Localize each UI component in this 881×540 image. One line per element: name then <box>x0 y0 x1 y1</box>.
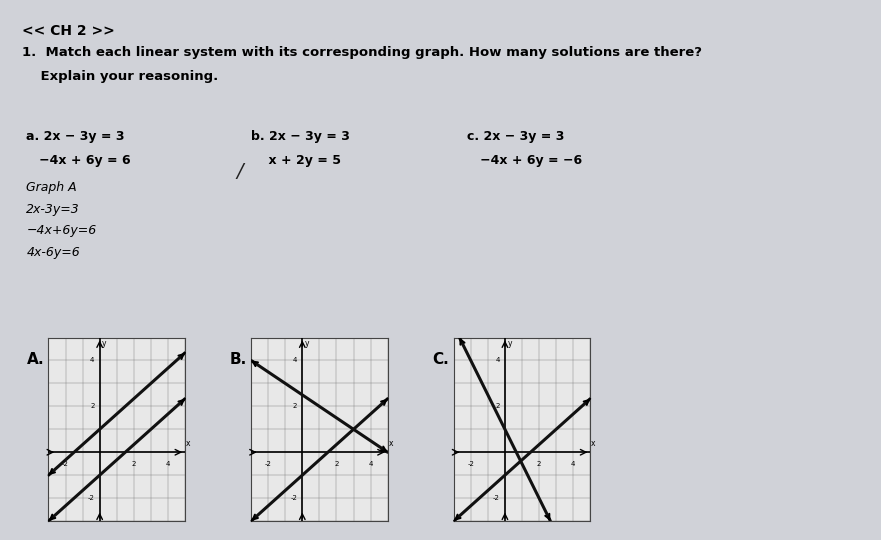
Text: 4: 4 <box>292 357 297 363</box>
Text: −4x+6y=6: −4x+6y=6 <box>26 224 97 237</box>
Text: y: y <box>305 339 309 348</box>
Text: a. 2x − 3y = 3: a. 2x − 3y = 3 <box>26 130 125 143</box>
Text: x: x <box>389 439 393 448</box>
Text: Explain your reasoning.: Explain your reasoning. <box>22 70 218 83</box>
Text: -2: -2 <box>493 495 500 501</box>
Text: 2x-3y=3: 2x-3y=3 <box>26 202 80 215</box>
Text: b. 2x − 3y = 3: b. 2x − 3y = 3 <box>251 130 350 143</box>
Text: 4: 4 <box>571 461 575 468</box>
Text: -2: -2 <box>88 495 94 501</box>
Text: 2: 2 <box>131 461 136 468</box>
Text: −4x + 6y = −6: −4x + 6y = −6 <box>467 154 582 167</box>
Text: x: x <box>186 439 190 448</box>
Text: -2: -2 <box>62 461 69 468</box>
Text: c. 2x − 3y = 3: c. 2x − 3y = 3 <box>467 130 565 143</box>
Text: 2: 2 <box>90 403 94 409</box>
Text: 4x-6y=6: 4x-6y=6 <box>26 246 80 259</box>
Text: −4x + 6y = 6: −4x + 6y = 6 <box>26 154 131 167</box>
Text: << CH 2 >>: << CH 2 >> <box>22 24 115 38</box>
Text: 2: 2 <box>292 403 297 409</box>
Text: 4: 4 <box>495 357 500 363</box>
Text: -2: -2 <box>291 495 297 501</box>
Text: 4: 4 <box>166 461 170 468</box>
Text: y: y <box>507 339 512 348</box>
Text: 1.  Match each linear system with its corresponding graph. How many solutions ar: 1. Match each linear system with its cor… <box>22 46 702 59</box>
Text: B.: B. <box>229 352 247 367</box>
Text: y: y <box>102 339 107 348</box>
Text: 2: 2 <box>495 403 500 409</box>
Text: C.: C. <box>433 352 449 367</box>
Text: x + 2y = 5: x + 2y = 5 <box>251 154 341 167</box>
Text: A.: A. <box>26 352 44 367</box>
Text: 2: 2 <box>334 461 338 468</box>
Text: /: / <box>236 162 243 181</box>
Text: 4: 4 <box>90 357 94 363</box>
Text: Graph A: Graph A <box>26 181 77 194</box>
Text: 4: 4 <box>368 461 373 468</box>
Text: -2: -2 <box>264 461 271 468</box>
Text: x: x <box>591 439 596 448</box>
Text: -2: -2 <box>467 461 474 468</box>
Text: 2: 2 <box>537 461 541 468</box>
